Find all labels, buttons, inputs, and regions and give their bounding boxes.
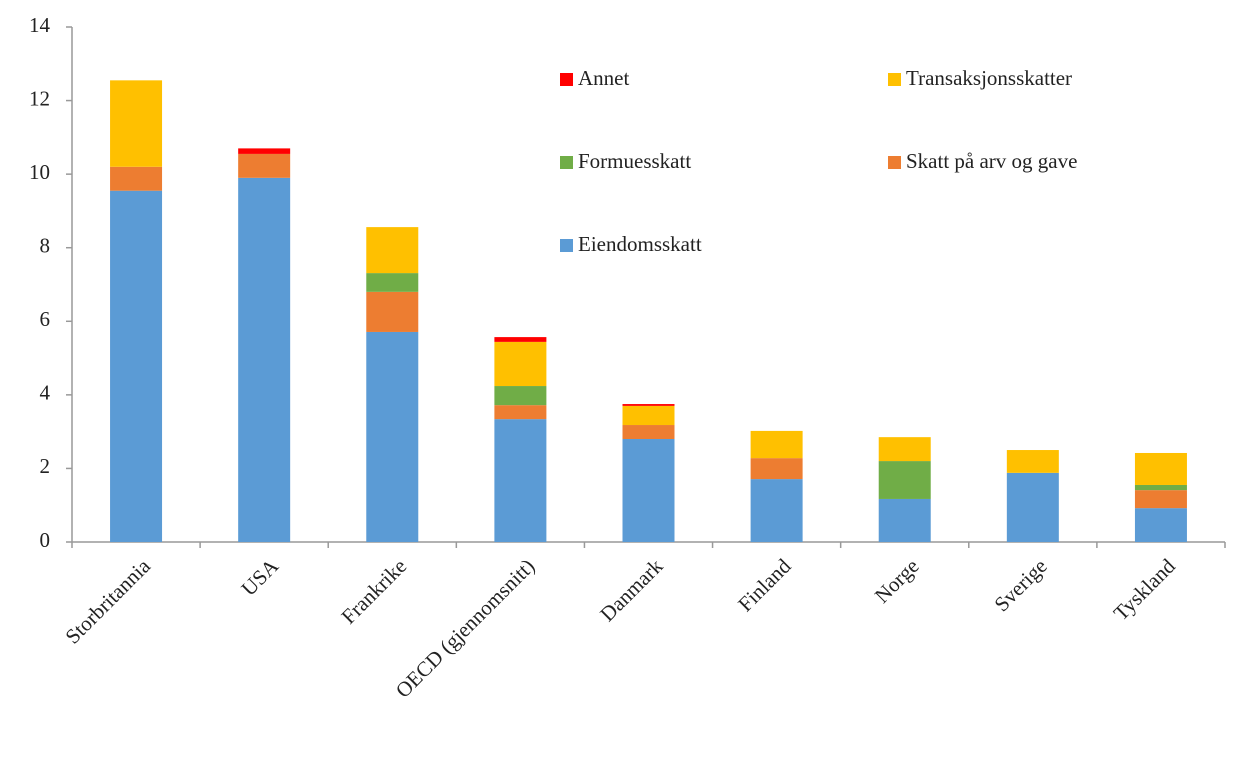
bar-segment <box>366 273 419 292</box>
bar-segment <box>1006 472 1059 542</box>
legend-swatch <box>560 239 573 252</box>
legend-label: Transaksjonsskatter <box>906 66 1072 90</box>
x-tick-label: Finland <box>733 554 796 617</box>
bar-segment <box>494 341 547 387</box>
bar-segment <box>750 479 803 542</box>
bar-segment <box>238 148 291 154</box>
legend-swatch <box>888 73 901 86</box>
x-tick-label: OECD (gjennomsnitt) <box>391 554 540 703</box>
bar-segment <box>878 498 931 542</box>
bar-segment <box>622 439 675 542</box>
bar-segment <box>1134 508 1187 542</box>
bar-segment <box>878 461 931 499</box>
bar-segment <box>1134 452 1187 485</box>
legend-label: Annet <box>578 66 629 90</box>
bar-segment <box>1134 490 1187 509</box>
bar-segment <box>878 437 931 462</box>
bar-segment <box>622 425 675 439</box>
x-tick-label: Sverige <box>989 554 1051 616</box>
y-tick-label: 0 <box>40 528 51 552</box>
bar-segment <box>238 177 291 543</box>
y-tick-label: 4 <box>40 381 51 405</box>
y-tick-label: 2 <box>40 454 51 478</box>
x-tick-label: Frankrike <box>337 554 412 629</box>
legend-swatch <box>560 156 573 169</box>
bar-segment <box>494 386 547 406</box>
bar-segment <box>238 153 291 178</box>
y-tick-label: 6 <box>40 307 51 331</box>
bar-segment <box>494 405 547 420</box>
bar-segment <box>622 404 675 406</box>
x-tick-label: Storbritannia <box>60 553 155 648</box>
bar-segment <box>366 291 419 332</box>
y-tick-label: 10 <box>29 160 50 184</box>
x-tick-label: USA <box>236 553 283 600</box>
bar-segment <box>110 166 163 191</box>
x-tick-label: Danmark <box>595 554 668 627</box>
bar-segment <box>110 80 163 167</box>
bar-segment <box>1006 450 1059 473</box>
y-tick-label: 8 <box>40 234 51 258</box>
legend-label: Eiendomsskatt <box>578 232 702 256</box>
bar-segment <box>494 337 547 342</box>
y-tick-label: 14 <box>29 13 51 37</box>
bar-segment <box>1134 484 1187 491</box>
legend-swatch <box>888 156 901 169</box>
legend-label: Formuesskatt <box>578 149 691 173</box>
bar-segment <box>750 430 803 459</box>
bar-segment <box>494 419 547 542</box>
bar-segment <box>622 405 675 426</box>
x-tick-label: Norge <box>870 554 924 608</box>
y-tick-label: 12 <box>29 86 50 110</box>
legend-label: Skatt på arv og gave <box>906 149 1077 173</box>
legend-swatch <box>560 73 573 86</box>
bar-segment <box>366 227 419 274</box>
bar-segment <box>366 331 419 542</box>
x-tick-label: Tyskland <box>1109 554 1181 626</box>
bar-segment <box>750 458 803 480</box>
bar-segment <box>110 190 163 543</box>
